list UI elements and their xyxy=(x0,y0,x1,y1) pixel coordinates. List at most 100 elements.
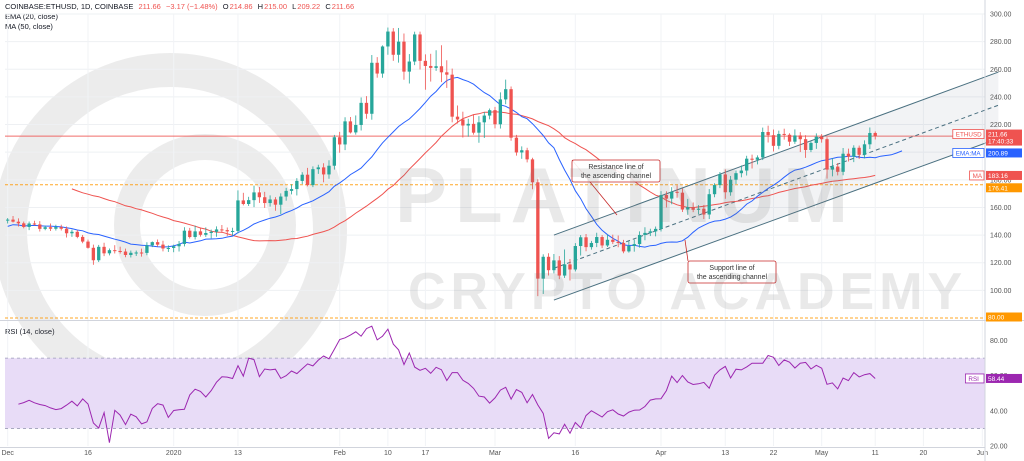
candle-body xyxy=(343,121,347,145)
time-tick-label: 17 xyxy=(421,450,429,457)
candle-body xyxy=(129,252,133,255)
candle-body xyxy=(814,136,818,143)
candle-body xyxy=(857,147,861,155)
watermark-logo xyxy=(0,53,347,407)
candle-body xyxy=(718,174,722,186)
candle-body xyxy=(862,144,867,155)
rsi-band xyxy=(5,358,985,429)
candle-body xyxy=(54,227,58,229)
candle-body xyxy=(311,169,315,186)
candle-body xyxy=(214,229,219,232)
time-tick-label: 13 xyxy=(721,450,729,457)
time-tick-label: 11 xyxy=(872,450,879,457)
candle-body xyxy=(605,239,610,246)
candle-body xyxy=(798,135,802,140)
symbol-label[interactable]: COINBASE:ETHUSD, 1D, COINBASE xyxy=(5,2,134,11)
candle-body xyxy=(557,260,561,276)
rsi-tick-label: 40.00 xyxy=(990,408,1008,415)
candle-body xyxy=(257,192,262,198)
price-tick-label: 240.00 xyxy=(990,94,1012,101)
ema-legend[interactable]: EMA (20, close) xyxy=(5,12,58,21)
candle-body xyxy=(825,139,829,170)
candle-body xyxy=(80,236,85,242)
candle-body xyxy=(263,197,267,204)
candle-body xyxy=(536,182,540,279)
candle-body xyxy=(107,250,112,254)
candle-body xyxy=(450,74,454,117)
candle-body xyxy=(589,242,594,248)
candle-body xyxy=(841,153,845,172)
time-tick-label: 22 xyxy=(770,450,778,457)
rsi-legend[interactable]: RSI (14, close) xyxy=(5,327,55,336)
candle-body xyxy=(712,185,717,195)
ema20-line xyxy=(7,76,903,248)
watermark-line1: PLATINUM xyxy=(395,151,857,239)
candle-body xyxy=(247,200,251,204)
watermark-line2: CRYPTO ACADEMY xyxy=(408,263,968,321)
support-level-tag-bg xyxy=(986,183,1022,193)
price-change: −3.17 (−1.48%) xyxy=(165,2,218,11)
support-annotation-line1: Support line of xyxy=(709,265,754,272)
candle-body xyxy=(123,251,128,255)
candle-body xyxy=(873,132,877,137)
ema-tag-value: 200.89 xyxy=(988,150,1008,157)
candle-body xyxy=(750,158,754,160)
candle-body xyxy=(562,264,567,276)
candle-body xyxy=(670,191,674,199)
candle-body xyxy=(761,132,765,158)
time-tick-label: Mar xyxy=(489,450,502,457)
candle-body xyxy=(370,62,374,114)
candle-body xyxy=(413,34,417,62)
channel-resistance-line xyxy=(553,71,999,236)
candle-body xyxy=(659,195,663,229)
candle-body xyxy=(686,207,690,210)
candle-body xyxy=(279,196,283,205)
time-tick-label: May xyxy=(815,450,829,457)
candle-body xyxy=(696,208,701,210)
candle-body xyxy=(193,231,197,238)
candle-body xyxy=(391,31,395,55)
candle-body xyxy=(509,89,513,138)
resistance-annotation-line1: Resistance line of xyxy=(588,164,643,171)
chart-header-line1: COINBASE:ETHUSD, 1D, COINBASE 211.66 −3.… xyxy=(5,2,354,11)
candle-body xyxy=(830,166,835,170)
rsi-tag-label: RSI xyxy=(968,376,979,383)
candle-body xyxy=(632,244,636,247)
candle-body xyxy=(643,232,647,235)
time-tick-label: 20 xyxy=(920,450,928,457)
ma-tag-value: 183.16 xyxy=(988,173,1008,180)
candle-body xyxy=(402,41,406,72)
ema-tag-label: EMA:MA xyxy=(956,150,982,157)
candle-body xyxy=(707,194,711,215)
candle-body xyxy=(653,228,658,232)
last-price-tag-sub: 17:40:33 xyxy=(988,139,1014,146)
time-tick-label: 10 xyxy=(384,450,392,457)
price-tick-label: 180.00 xyxy=(990,177,1012,184)
candle-body xyxy=(182,230,187,244)
open-value: 214.86 xyxy=(229,2,253,11)
candle-body xyxy=(482,115,486,123)
price-tick-label: 120.00 xyxy=(990,260,1012,267)
candle-body xyxy=(188,230,192,238)
candle-body xyxy=(546,256,551,271)
candle-body xyxy=(225,230,229,232)
candle-body xyxy=(728,179,733,193)
candle-body xyxy=(504,89,508,100)
candle-body xyxy=(418,34,422,61)
ma-legend[interactable]: MA (50, close) xyxy=(5,22,53,31)
candle-body xyxy=(86,241,90,248)
last-price-tag-bg xyxy=(986,129,1022,146)
candle-body xyxy=(809,142,813,150)
candle-body xyxy=(177,243,181,247)
candle-body xyxy=(236,200,240,231)
candle-body xyxy=(289,189,294,191)
candle-body xyxy=(396,41,401,55)
candle-body xyxy=(734,173,738,180)
support-level-tag-value: 176.41 xyxy=(988,185,1008,192)
candle-body xyxy=(434,66,438,68)
candle-body xyxy=(541,256,545,279)
candle-body xyxy=(27,223,31,227)
candle-body xyxy=(241,200,245,204)
resistance-annotation-line2: the ascending channel xyxy=(581,173,651,180)
